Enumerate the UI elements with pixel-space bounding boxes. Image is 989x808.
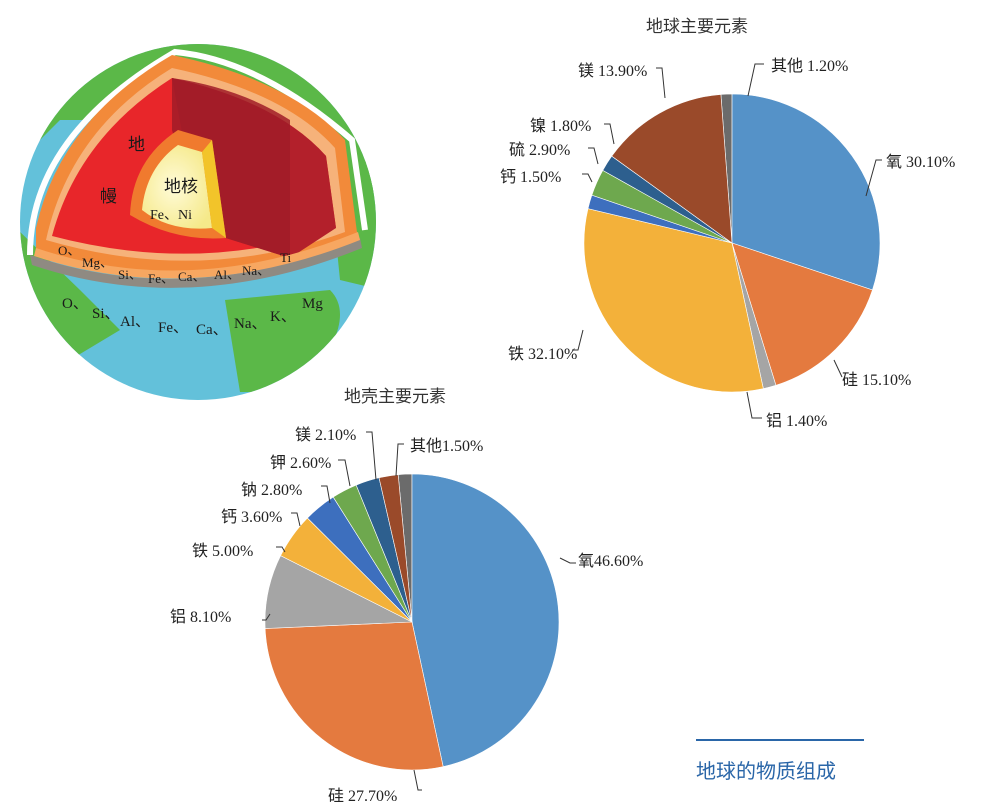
- slice-label-aluminum: 铝 8.10%: [170, 609, 232, 626]
- slice-label-silicon: 硅 15.10%: [842, 372, 912, 389]
- mantle-label-top: 地: [128, 135, 145, 154]
- crust-element: Mg: [302, 296, 323, 312]
- crust-element: Ca、: [196, 322, 228, 338]
- leader-line: [865, 159, 882, 197]
- leader-line: [321, 485, 331, 504]
- slice-label-calcium: 钙 3.60%: [221, 509, 283, 526]
- leader-line: [572, 329, 584, 351]
- mantle-element: Ti: [280, 250, 292, 265]
- pie-slice-4: [583, 208, 764, 393]
- pie-slice-8: [611, 94, 733, 244]
- earth-elements-chart: 地球主要元素 其他 1.20% 氧 30.10% 硅 15.10% 铝 1.40…: [500, 17, 956, 430]
- crust-element: Na、: [234, 316, 267, 332]
- earth-structure-illustration: 地 幔 地核 Fe、Ni O、 Mg、 Si、 Fe、 Ca、 Al、 Na、 …: [0, 0, 400, 400]
- leader-line: [588, 147, 599, 165]
- core-label: 地核: [164, 177, 198, 196]
- slice-label-oxygen: 氧 30.10%: [886, 154, 956, 171]
- mantle-element: Al、: [214, 267, 241, 282]
- pie-slice-2: [731, 242, 873, 386]
- leader-line: [746, 391, 762, 419]
- leader-line: [582, 173, 593, 183]
- caption-rule: [696, 739, 864, 741]
- leader-line: [395, 443, 404, 477]
- leader-line: [338, 459, 351, 487]
- crust-element: Al、: [120, 314, 151, 330]
- crust-pie: [262, 431, 576, 791]
- slice-label-sulfur: 硫 2.90%: [509, 142, 571, 159]
- crust-chart-title: 地壳主要元素: [344, 387, 446, 407]
- slice-label-potassium: 钾 2.60%: [270, 455, 332, 472]
- leader-line: [262, 613, 271, 621]
- pie-slice-1: [731, 93, 881, 291]
- slice-label-nickel: 镍 1.80%: [530, 118, 592, 135]
- crust-elements-chart: 地壳主要元素 其他1.50% 氧46.60% 硅 27.70% 铝 8.10% …: [0, 370, 989, 808]
- leader-line: [559, 557, 576, 564]
- slice-label-other: 其他 1.20%: [771, 58, 849, 75]
- slice-label-magnesium: 镁 13.90%: [578, 63, 648, 80]
- core-elements: Fe、Ni: [150, 208, 192, 223]
- mantle-element: O、: [58, 243, 81, 258]
- slice-label-calcium: 钙 1.50%: [500, 169, 562, 186]
- leader-line: [747, 63, 764, 97]
- figure-caption: 地球的物质组成: [696, 759, 836, 783]
- pie-slice-1: [411, 473, 560, 767]
- globe-cutaway-graphic: [20, 44, 376, 400]
- leader-line: [604, 123, 615, 145]
- leader-line: [656, 67, 666, 99]
- mantle-element: Si、: [118, 267, 142, 282]
- crust-element: Fe、: [158, 320, 189, 336]
- mantle-element: Ca、: [178, 269, 206, 284]
- slice-label-aluminum: 铝 1.40%: [766, 413, 828, 430]
- leader-line: [276, 546, 286, 553]
- pie-slice-8: [378, 474, 413, 623]
- leader-line: [833, 359, 843, 378]
- slice-label-other: 其他1.50%: [410, 438, 484, 455]
- slice-label-magnesium: 镁 2.10%: [295, 427, 357, 444]
- slice-label-iron: 铁 5.00%: [192, 543, 254, 560]
- mantle-label-bottom: 幔: [100, 187, 117, 206]
- leader-line: [413, 769, 422, 791]
- crust-element: K、: [270, 309, 296, 325]
- mantle-element: Na、: [242, 263, 271, 278]
- slice-label-oxygen: 氧46.60%: [578, 553, 644, 570]
- mantle-element: Mg、: [82, 255, 114, 270]
- leader-line: [366, 431, 377, 481]
- earth-pie: [572, 63, 882, 419]
- slice-label-sodium: 钠 2.80%: [241, 482, 303, 499]
- slice-label-silicon: 硅 27.70%: [328, 788, 398, 805]
- pie-slice-2: [264, 621, 444, 771]
- crust-element: O、: [62, 296, 88, 312]
- crust-element: Si、: [92, 306, 120, 322]
- earth-chart-title: 地球主要元素: [646, 17, 748, 37]
- slice-label-iron: 铁 32.10%: [508, 346, 578, 363]
- leader-line: [291, 512, 301, 527]
- mantle-element: Fe、: [148, 271, 175, 286]
